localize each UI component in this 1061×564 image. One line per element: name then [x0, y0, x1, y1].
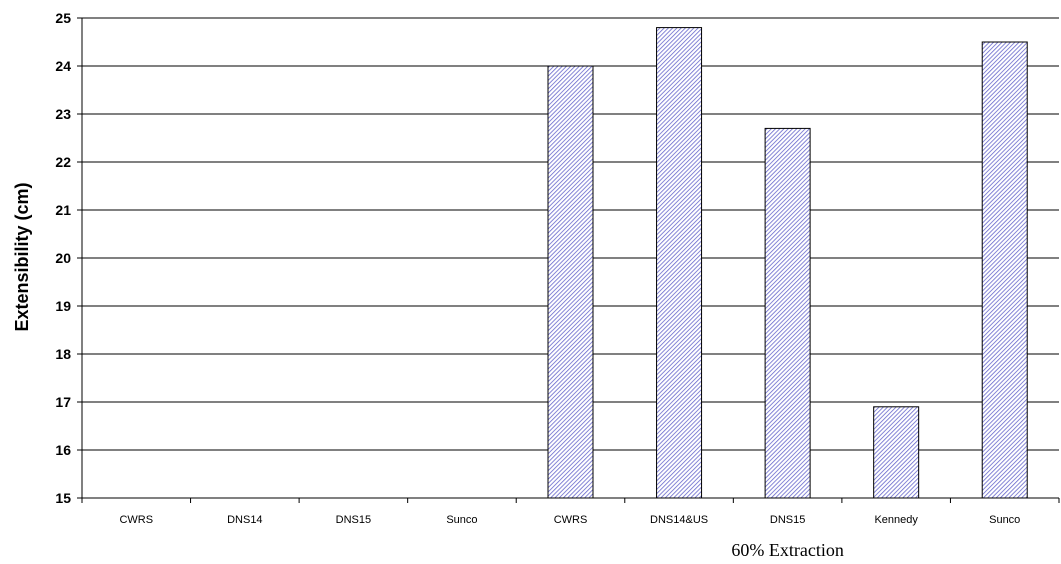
- y-tick-label: 23: [55, 106, 71, 122]
- x-tick-label: DNS14&US: [650, 514, 708, 526]
- bar: [981, 41, 1028, 499]
- y-tick-label: 20: [55, 250, 71, 266]
- axes: [77, 17, 1060, 503]
- y-tick-label: 15: [55, 490, 71, 506]
- x-tick-labels: CWRS DNS14 DNS15 Sunco CWRS DNS14&US DNS15 Kenn…: [119, 514, 1020, 526]
- x-tick-label: Sunco: [446, 514, 477, 526]
- y-tick-label: 25: [55, 10, 71, 26]
- y-tick-label: 24: [55, 58, 71, 74]
- x-tick-label: DNS15: [770, 514, 805, 526]
- x-tick-label: DNS14: [227, 514, 262, 526]
- y-tick-label: 17: [55, 394, 71, 410]
- y-tick-label: 18: [55, 346, 71, 362]
- group-label: 60% Extraction: [731, 540, 843, 560]
- y-tick-label: 21: [55, 202, 71, 218]
- x-tick-label: CWRS: [119, 514, 153, 526]
- y-tick-label: 19: [55, 298, 71, 314]
- bar: [764, 127, 811, 499]
- y-axis-title: Extensibility (cm): [12, 182, 32, 331]
- y-tick-label: 22: [55, 154, 71, 170]
- x-tick-label: CWRS: [554, 514, 588, 526]
- x-tick-label: Kennedy: [874, 514, 918, 526]
- bar: [656, 27, 703, 499]
- x-tick-label: DNS15: [336, 514, 371, 526]
- bars: [547, 27, 1028, 499]
- x-tick-label: Sunco: [989, 514, 1020, 526]
- y-tick-label: 16: [55, 442, 71, 458]
- bar: [873, 406, 920, 499]
- bar: [547, 65, 594, 499]
- group-labels: 60% Extraction: [731, 540, 843, 560]
- y-tick-labels: 15 16 17 18 19 20 21 22 23 24 25: [55, 10, 71, 506]
